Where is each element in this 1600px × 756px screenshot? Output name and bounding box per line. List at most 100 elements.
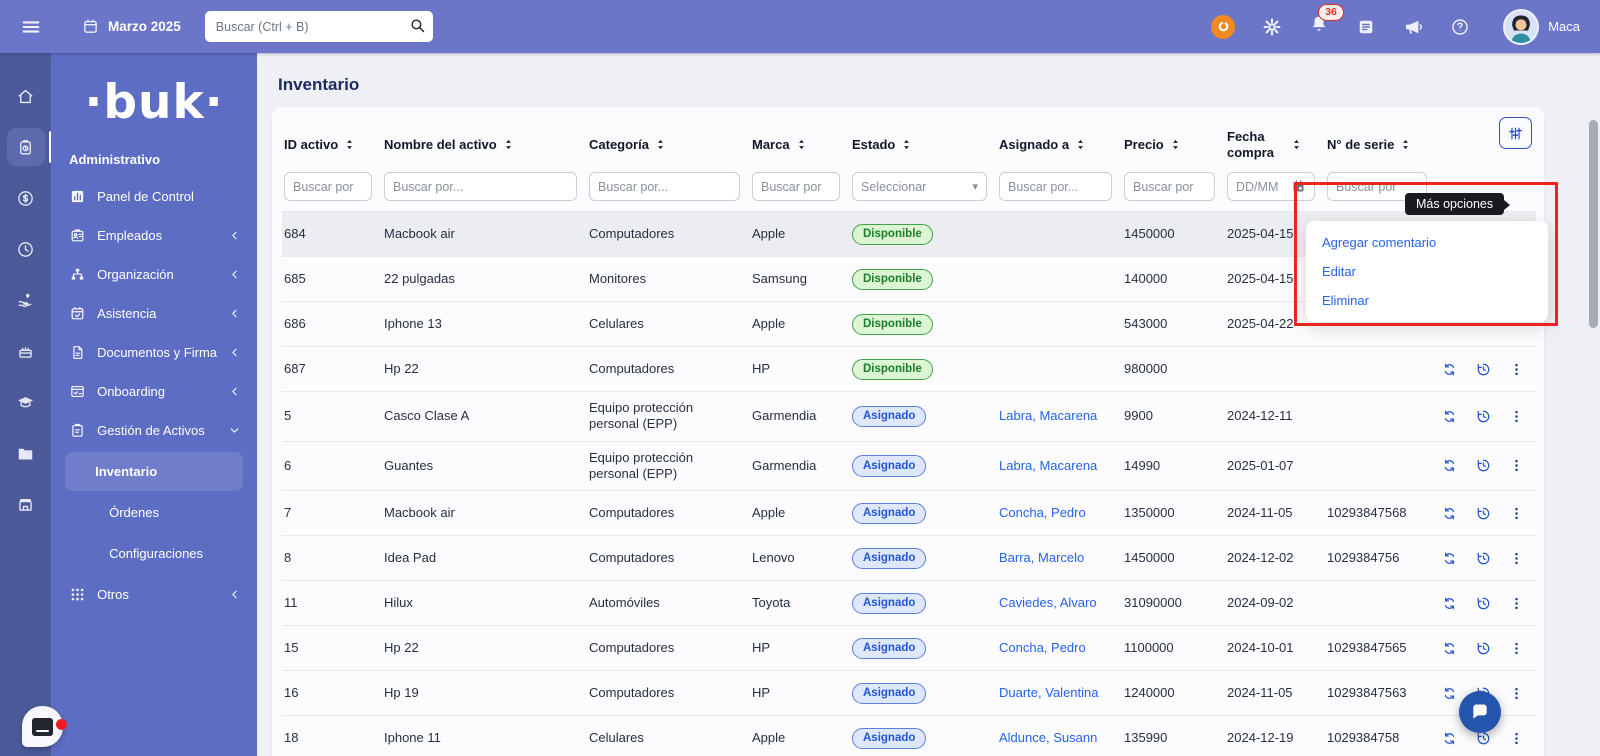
sidebar-item-6[interactable]: Gestión de Activos: [51, 411, 257, 450]
kebab-icon[interactable]: [1509, 730, 1524, 747]
sidebar-item-5[interactable]: Onboarding: [51, 372, 257, 411]
history-icon[interactable]: [1475, 361, 1492, 378]
chat-fab-button[interactable]: [1459, 691, 1501, 733]
rail-benefits-hand-heart-icon[interactable]: [7, 281, 45, 319]
table-row[interactable]: 687 Hp 22 Computadores HP Disponible 980…: [282, 346, 1536, 391]
table-row[interactable]: 16 Hp 19 Computadores HP Asignado Duarte…: [282, 670, 1536, 715]
rail-celebrations-cake-icon[interactable]: [7, 332, 45, 370]
column-header[interactable]: Asignado a: [999, 137, 1124, 152]
sync-icon[interactable]: [1441, 640, 1458, 657]
sort-icon[interactable]: [900, 138, 913, 151]
sidebar-item-7[interactable]: Otros: [51, 575, 257, 614]
filter-input[interactable]: [1327, 172, 1427, 202]
kebab-icon[interactable]: [1509, 640, 1524, 657]
history-icon[interactable]: [1475, 457, 1492, 474]
table-row[interactable]: 685 22 pulgadas Monitores Samsung Dispon…: [282, 256, 1536, 301]
table-row[interactable]: 686 Iphone 13 Celulares Apple Disponible…: [282, 301, 1536, 346]
sync-icon[interactable]: [1441, 595, 1458, 612]
sidebar-item-4[interactable]: Documentos y Firma: [51, 333, 257, 372]
sidebar-subitem-Configuraciones[interactable]: Configuraciones: [109, 546, 204, 561]
sort-icon[interactable]: [1399, 138, 1412, 151]
table-row[interactable]: 5 Casco Clase A Equipo protección person…: [282, 391, 1536, 441]
search-input[interactable]: [204, 11, 433, 42]
history-icon[interactable]: [1475, 595, 1492, 612]
rail-inventory-clipboard-icon[interactable]: [6, 128, 53, 166]
assigned-person-link[interactable]: Aldunce, Susann: [999, 730, 1098, 746]
kebab-icon[interactable]: [1509, 685, 1524, 702]
rail-training-graduation-icon[interactable]: [7, 383, 45, 421]
sync-icon[interactable]: [1441, 505, 1458, 522]
context-menu-item-Editar[interactable]: Editar: [1322, 264, 1356, 279]
table-row[interactable]: 15 Hp 22 Computadores HP Asignado Concha…: [282, 625, 1536, 670]
sync-icon[interactable]: [1441, 730, 1458, 747]
settings-gear-icon[interactable]: [1262, 17, 1282, 37]
kebab-icon[interactable]: [1509, 505, 1524, 522]
filter-input[interactable]: [589, 172, 740, 202]
kebab-icon[interactable]: [1509, 361, 1524, 378]
assigned-person-link[interactable]: Concha, Pedro: [999, 640, 1086, 656]
column-header[interactable]: Nombre del activo: [384, 137, 589, 152]
sync-icon[interactable]: [1441, 685, 1458, 702]
column-header[interactable]: Fecha compra: [1227, 129, 1327, 160]
table-row[interactable]: 7 Macbook air Computadores Apple Asignad…: [282, 490, 1536, 535]
history-icon[interactable]: [1475, 408, 1492, 425]
search-icon[interactable]: [409, 17, 426, 34]
assigned-person-link[interactable]: Duarte, Valentina: [999, 685, 1099, 701]
recorder-icon[interactable]: [1211, 14, 1236, 39]
sidebar-item-3[interactable]: Asistencia: [51, 294, 257, 333]
column-header[interactable]: Marca: [752, 137, 852, 152]
notifications-button[interactable]: 36: [1309, 4, 1344, 39]
rail-documents-folder-icon[interactable]: [7, 434, 45, 472]
sidebar-subitem-Órdenes[interactable]: Órdenes: [109, 505, 159, 520]
column-settings-button[interactable]: [1499, 117, 1532, 149]
column-header[interactable]: Categoría: [589, 137, 752, 152]
assigned-person-link[interactable]: Labra, Macarena: [999, 408, 1098, 424]
sort-icon[interactable]: [1074, 138, 1087, 151]
column-header[interactable]: Estado: [852, 137, 999, 152]
table-row[interactable]: 18 Iphone 11 Celulares Apple Asignado Al…: [282, 715, 1536, 756]
kebab-icon[interactable]: [1509, 595, 1524, 612]
sidebar-item-2[interactable]: Organización: [51, 255, 257, 294]
context-menu-item-Eliminar[interactable]: Eliminar: [1322, 293, 1369, 308]
sort-icon[interactable]: [502, 138, 515, 151]
hamburger-icon[interactable]: [20, 16, 42, 38]
filter-input[interactable]: [752, 172, 840, 202]
kebab-icon[interactable]: [1509, 408, 1524, 425]
sort-icon[interactable]: [1169, 138, 1182, 151]
column-header[interactable]: N° de serie: [1327, 137, 1439, 152]
context-menu-item-Agregar comentario[interactable]: Agregar comentario: [1322, 235, 1437, 250]
help-icon[interactable]: [1450, 17, 1470, 37]
kebab-icon[interactable]: [1509, 550, 1524, 567]
filter-input[interactable]: [384, 172, 577, 202]
sync-icon[interactable]: [1441, 457, 1458, 474]
rail-payroll-dollar-icon[interactable]: [7, 179, 45, 217]
history-icon[interactable]: [1475, 640, 1492, 657]
table-row[interactable]: 6 Guantes Equipo protección personal (EP…: [282, 440, 1536, 491]
filter-input[interactable]: [1124, 172, 1215, 202]
table-row[interactable]: 8 Idea Pad Computadores Lenovo Asignado …: [282, 535, 1536, 580]
history-icon[interactable]: [1475, 730, 1492, 747]
sync-icon[interactable]: [1441, 408, 1458, 425]
sort-icon[interactable]: [343, 138, 356, 151]
sort-icon[interactable]: [1290, 138, 1303, 151]
estado-filter-select[interactable]: Seleccionar ▾: [852, 172, 987, 202]
kebab-icon[interactable]: [1509, 457, 1524, 474]
column-header[interactable]: ID activo: [284, 137, 384, 152]
filter-input[interactable]: [999, 172, 1112, 202]
rail-home-icon[interactable]: [7, 77, 45, 115]
assigned-person-link[interactable]: Barra, Marcelo: [999, 550, 1085, 566]
news-notes-icon[interactable]: [1356, 17, 1376, 37]
history-icon[interactable]: [1475, 550, 1492, 567]
sidebar-item-0[interactable]: Panel de Control: [51, 177, 257, 216]
sync-icon[interactable]: [1441, 550, 1458, 567]
column-header[interactable]: Precio: [1124, 137, 1227, 152]
user-menu[interactable]: Maca: [1503, 8, 1580, 45]
sidebar-item-1[interactable]: Empleados: [51, 216, 257, 255]
assigned-person-link[interactable]: Concha, Pedro: [999, 505, 1086, 521]
sidebar-subitem-Inventario[interactable]: Inventario: [65, 452, 243, 491]
sync-icon[interactable]: [1441, 361, 1458, 378]
announcements-megaphone-icon[interactable]: [1403, 17, 1423, 37]
period-selector[interactable]: Marzo 2025: [82, 18, 181, 35]
fecha-filter-input[interactable]: DD/MM: [1227, 172, 1315, 202]
rail-marketplace-store-icon[interactable]: [7, 485, 45, 523]
